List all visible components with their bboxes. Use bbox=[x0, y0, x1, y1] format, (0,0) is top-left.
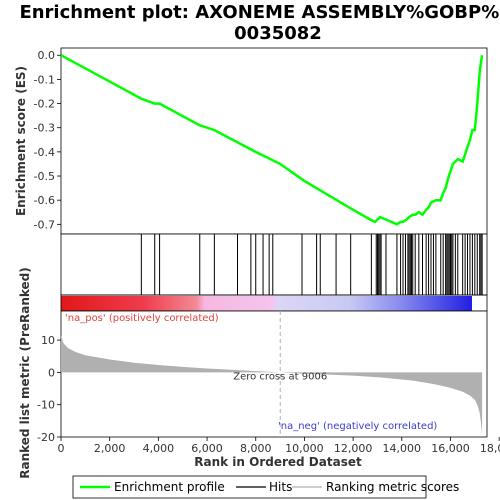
metric-y-tick-label: -20 bbox=[37, 431, 55, 444]
es-y-tick-label: 0.0 bbox=[38, 49, 56, 62]
metric-y-tick-label: -10 bbox=[37, 399, 55, 412]
metric-y-tick-label: 0 bbox=[48, 366, 55, 379]
x-tick-label: 16,000 bbox=[431, 442, 470, 455]
legend-label-hits: Hits bbox=[269, 480, 292, 494]
x-tick-label: 0 bbox=[58, 442, 65, 455]
x-axis-label: Rank in Ordered Dataset bbox=[194, 455, 362, 469]
negative-correlation-label: 'na_neg' (negatively correlated) bbox=[278, 421, 437, 432]
legend-label-enrichment-profile: Enrichment profile bbox=[114, 480, 225, 494]
x-tick-label: 8,000 bbox=[240, 442, 272, 455]
x-tick-label: 14,000 bbox=[383, 442, 422, 455]
es-y-tick-label: -0.5 bbox=[34, 170, 55, 183]
es-panel-frame bbox=[60, 47, 488, 235]
es-y-tick-label: -0.6 bbox=[34, 194, 55, 207]
x-tick-label: 12,000 bbox=[334, 442, 373, 455]
hits-panel bbox=[60, 233, 488, 296]
legend-label-ranking-metric: Ranking metric scores bbox=[326, 480, 459, 494]
es-y-tick-label: -0.7 bbox=[34, 218, 55, 231]
legend: Enrichment profile Hits Ranking metric s… bbox=[72, 475, 459, 499]
es-y-tick-label: -0.1 bbox=[34, 73, 55, 86]
metric-panel: 10 0 -10 -20 Zero cross at 9006 'na_pos' (p… bbox=[37, 310, 488, 444]
es-y-tick-label: -0.4 bbox=[34, 146, 55, 159]
x-tick-label: 18,000 bbox=[480, 442, 500, 455]
es-y-axis-label: Enrichment score (ES) bbox=[14, 66, 28, 216]
x-tick-label: 2,000 bbox=[94, 442, 126, 455]
x-tick-label: 10,000 bbox=[285, 442, 324, 455]
hits-panel-frame bbox=[60, 233, 488, 296]
positive-correlation-label: 'na_pos' (positively correlated) bbox=[65, 313, 219, 324]
metric-y-tick-label: 10 bbox=[41, 334, 55, 347]
zero-cross-label: Zero cross at 9006 bbox=[233, 371, 327, 382]
es-y-tick-label: -0.2 bbox=[34, 98, 55, 111]
enrichment-profile-line bbox=[60, 54, 484, 226]
metric-y-axis: 10 0 -10 -20 bbox=[37, 334, 61, 444]
chart-title-line-1: Enrichment plot: AXONEME ASSEMBLY%GOBP%G… bbox=[19, 2, 500, 23]
es-y-tick-label: -0.3 bbox=[34, 122, 55, 135]
es-y-axis: 0.0 -0.1 -0.2 -0.3 -0.4 -0.5 -0.6 -0.7 bbox=[34, 49, 61, 231]
x-tick-label: 6,000 bbox=[191, 442, 223, 455]
x-tick-label: 4,000 bbox=[143, 442, 175, 455]
chart-title-line-2: 0035082 bbox=[234, 23, 322, 44]
hit-lines bbox=[140, 234, 483, 295]
metric-y-axis-label: Ranked list metric (PreRanked) bbox=[18, 267, 32, 479]
es-panel: 0.0 -0.1 -0.2 -0.3 -0.4 -0.5 -0.6 -0.7 bbox=[34, 47, 488, 235]
rank-color-bar bbox=[61, 296, 472, 311]
x-axis: 0 2,000 4,000 6,000 8,000 10,000 12,000 14,000 1… bbox=[58, 437, 500, 455]
